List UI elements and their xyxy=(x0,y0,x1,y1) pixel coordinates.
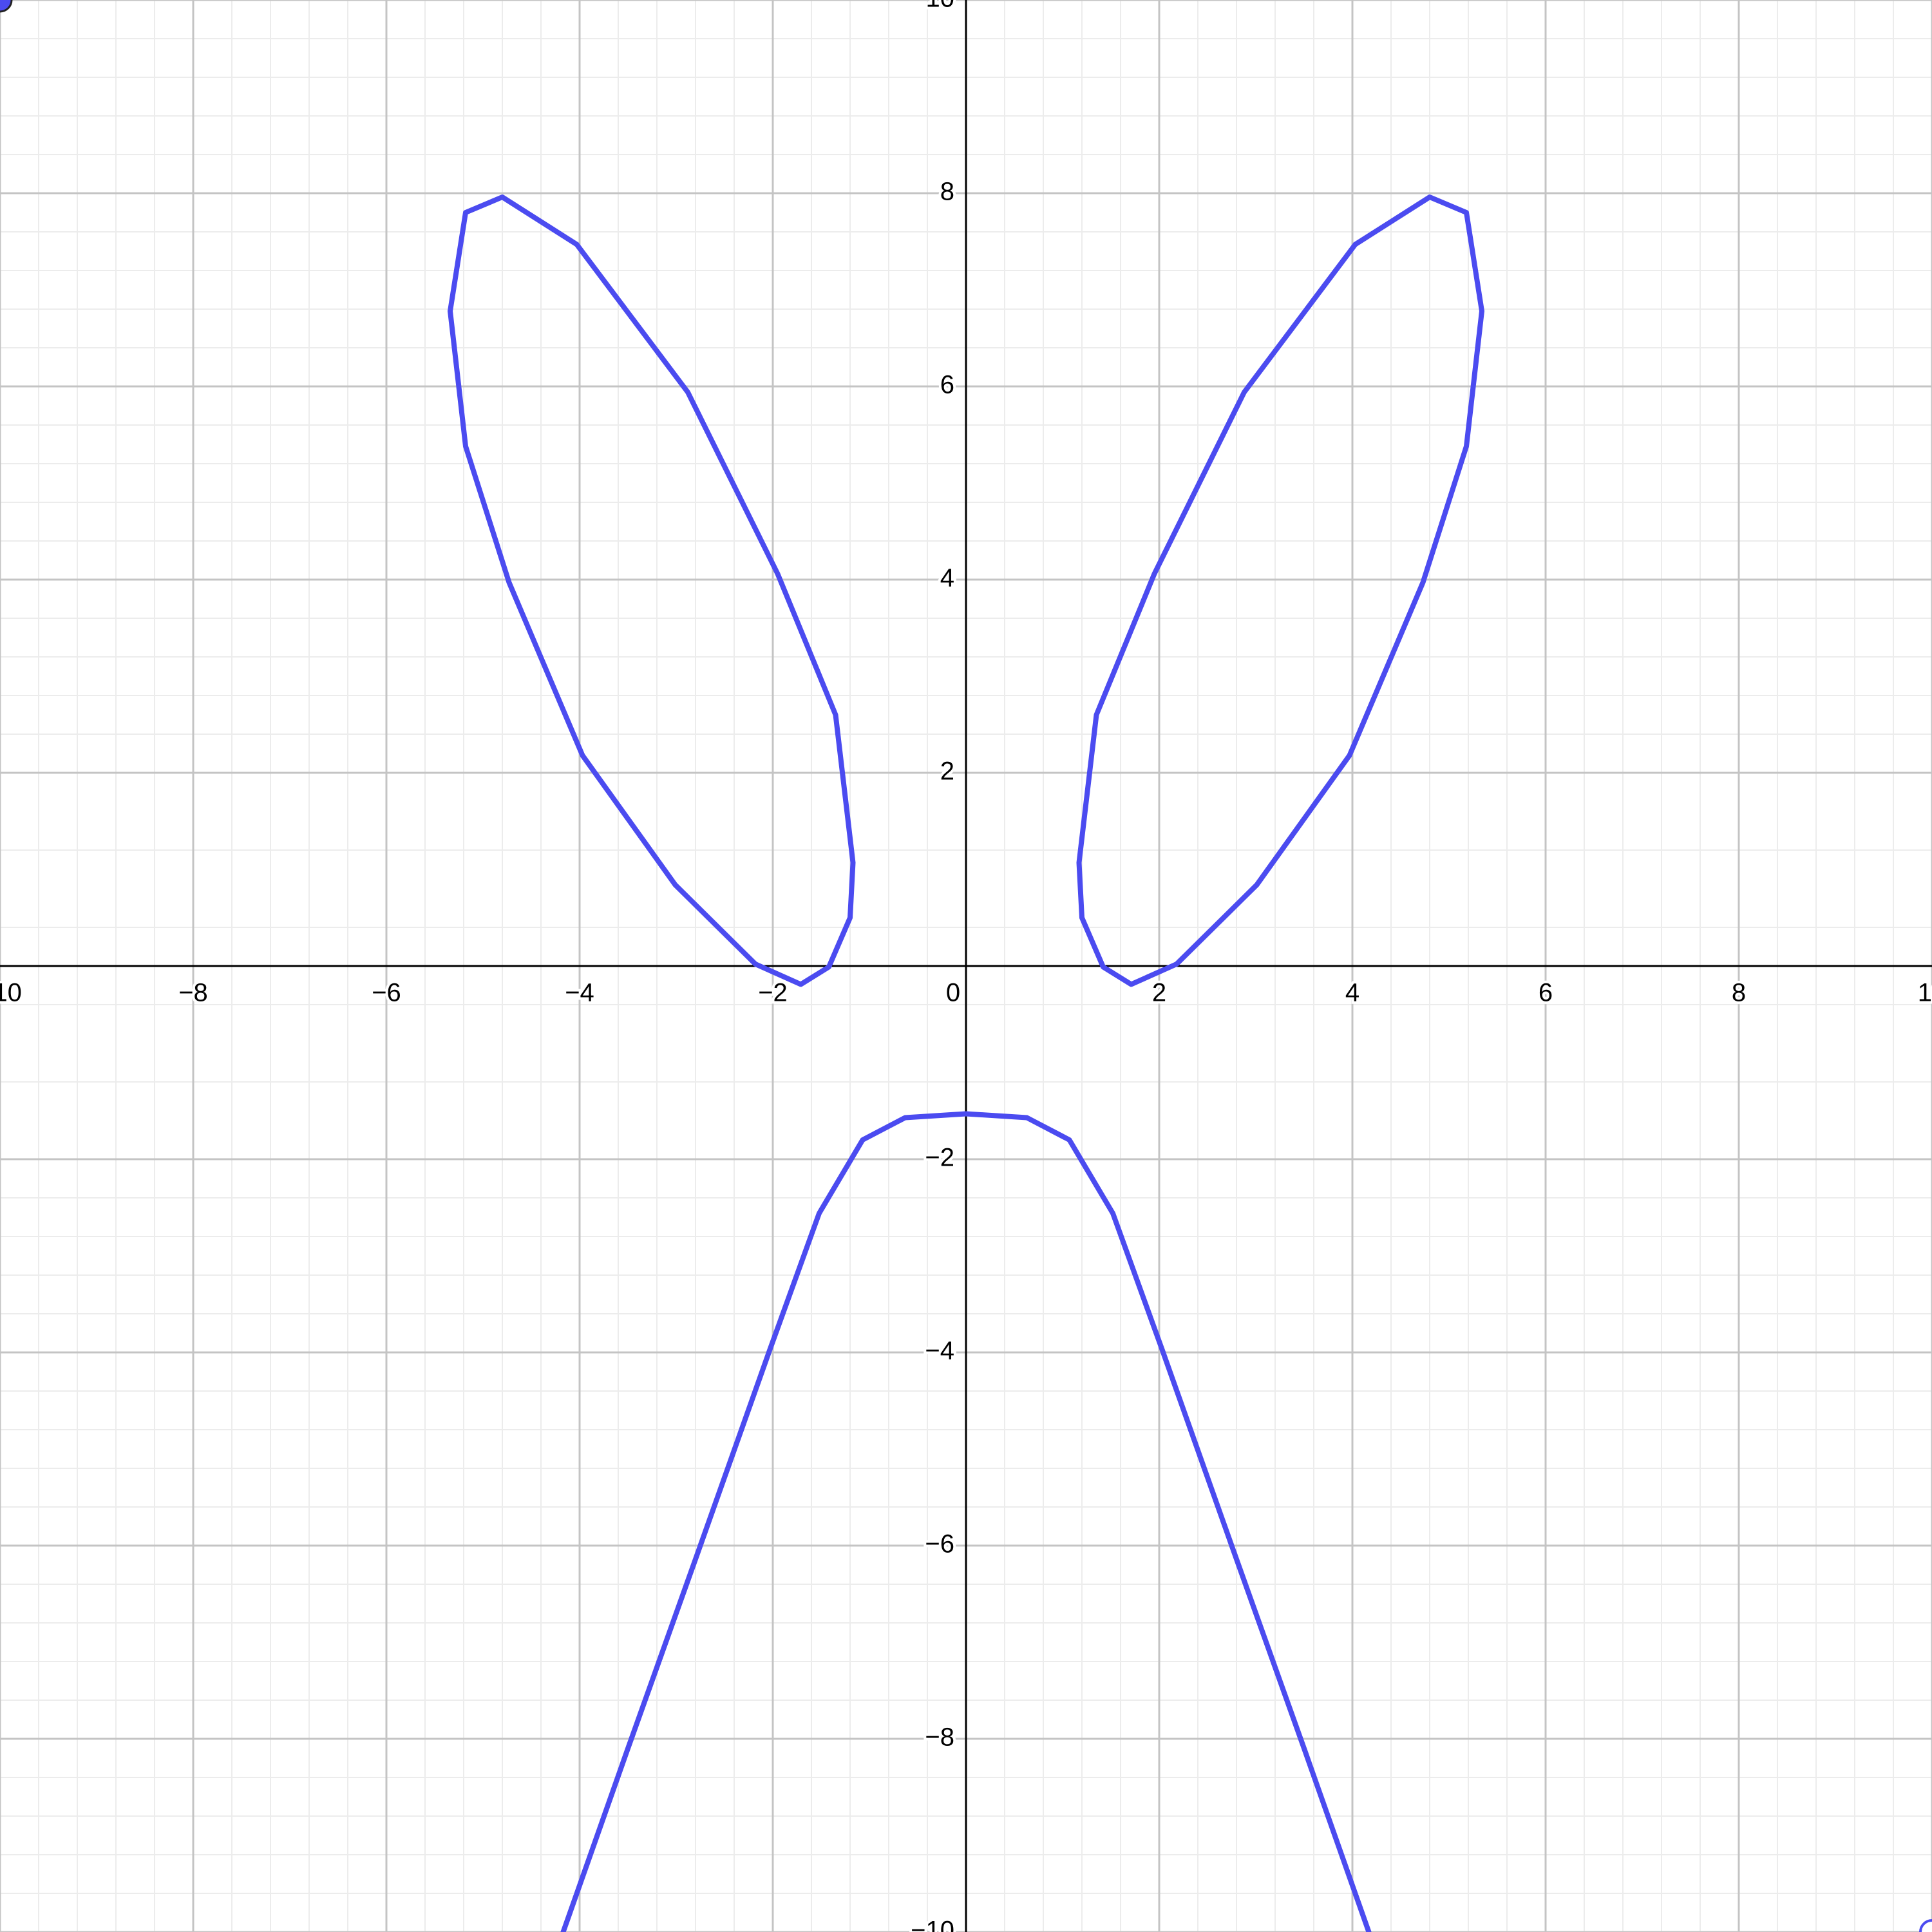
corner-handle[interactable] xyxy=(0,0,13,13)
y-tick-label: 6 xyxy=(940,371,954,399)
x-tick-label: 2 xyxy=(1152,979,1166,1007)
y-tick-label: −6 xyxy=(925,1530,954,1558)
x-tick-label: 8 xyxy=(1732,979,1746,1007)
x-tick-label: −4 xyxy=(565,979,594,1007)
x-tick-label: 0 xyxy=(946,979,960,1007)
corner-handle[interactable] xyxy=(1919,1919,1932,1932)
x-tick-label: 10 xyxy=(1918,979,1932,1007)
curve xyxy=(448,194,856,987)
x-tick-label: −2 xyxy=(758,979,788,1007)
curve xyxy=(560,1111,1372,1932)
y-tick-label: −10 xyxy=(911,1917,954,1932)
x-tick-label: −10 xyxy=(0,979,22,1007)
y-tick-label: −2 xyxy=(925,1144,954,1172)
x-tick-label: 4 xyxy=(1345,979,1359,1007)
y-tick-label: 2 xyxy=(940,757,954,786)
x-tick-label: −8 xyxy=(178,979,208,1007)
y-tick-label: 4 xyxy=(940,564,954,592)
y-tick-label: −8 xyxy=(925,1723,954,1752)
x-tick-label: −6 xyxy=(372,979,401,1007)
y-tick-label: 10 xyxy=(926,0,955,13)
curve xyxy=(1076,194,1484,987)
y-tick-label: 8 xyxy=(940,178,954,206)
curves xyxy=(448,194,1484,1932)
x-tick-label: 6 xyxy=(1539,979,1553,1007)
y-tick-label: −4 xyxy=(925,1337,954,1365)
